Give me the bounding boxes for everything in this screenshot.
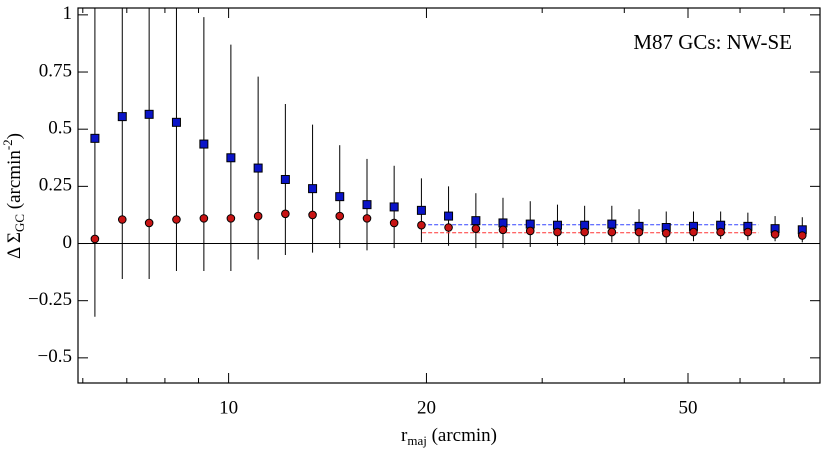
square-marker — [90, 133, 100, 143]
circle-marker — [117, 215, 127, 224]
square-marker — [416, 205, 426, 215]
y-tick-label: 0.25 — [39, 175, 72, 196]
x-label-part: (arcmin) — [427, 425, 497, 446]
x-label-sub: maj — [407, 433, 427, 448]
square-marker — [607, 219, 617, 229]
circle-marker — [607, 227, 617, 237]
circle-marker — [498, 225, 508, 235]
chart-title: M87 GCs: NW-SE — [633, 30, 792, 54]
square-marker — [335, 192, 345, 202]
circle-marker — [471, 224, 481, 233]
square-marker — [471, 216, 481, 226]
y-label-sub: GC — [12, 214, 27, 232]
y-tick-label: 1 — [63, 3, 73, 24]
y-tick-label: −0.5 — [38, 346, 72, 367]
circle-marker — [362, 214, 372, 223]
circle-marker — [172, 215, 181, 224]
x-axis-label: rmaj (arcmin) — [401, 425, 497, 448]
circle-marker — [634, 227, 644, 237]
circle-marker — [716, 227, 725, 237]
square-marker — [389, 202, 399, 212]
circle-marker — [281, 209, 290, 219]
y-tick-label: −0.25 — [28, 289, 72, 310]
circle-marker — [144, 218, 154, 228]
plot-area — [90, 8, 807, 317]
circle-marker — [199, 214, 209, 223]
square-marker — [362, 200, 372, 210]
circle-marker — [689, 227, 698, 237]
circle-marker — [553, 227, 562, 237]
x-tick-label: 10 — [219, 397, 238, 418]
y-tick-label: 0.5 — [48, 118, 72, 139]
y-tick-label: 0.75 — [39, 60, 72, 81]
y-tick-label: 0 — [63, 232, 73, 253]
square-marker — [280, 174, 290, 184]
circle-marker — [226, 214, 236, 223]
circle-marker — [253, 211, 263, 221]
y-label-part: ) — [4, 133, 25, 139]
circle-marker — [90, 234, 100, 244]
square-marker — [171, 117, 181, 127]
square-marker — [226, 153, 236, 163]
square-marker — [308, 184, 318, 194]
x-tick-label: 50 — [678, 397, 697, 418]
circle-marker — [444, 223, 453, 232]
circle-marker — [308, 210, 317, 220]
y-axis-label: Δ ΣGC (arcmin-2) — [0, 133, 27, 259]
square-marker — [117, 112, 127, 122]
y-label-part: (arcmin — [4, 150, 25, 214]
square-marker — [144, 109, 154, 119]
circle-marker — [417, 220, 426, 230]
circle-marker — [661, 228, 671, 238]
circle-marker — [743, 227, 753, 237]
circle-marker — [335, 211, 345, 221]
circle-marker — [797, 231, 807, 240]
y-label-sup: -2 — [0, 139, 15, 150]
circle-marker — [580, 227, 589, 237]
x-tick-label: 20 — [417, 397, 436, 418]
circle-marker — [770, 230, 780, 239]
circle-marker — [525, 226, 535, 236]
circle-marker — [389, 218, 399, 228]
square-marker — [253, 163, 263, 173]
square-marker — [444, 211, 454, 221]
x-label-part: r — [401, 425, 408, 446]
square-marker — [199, 139, 209, 149]
y-label-part: Δ Σ — [4, 232, 25, 259]
plot-frame — [77, 7, 821, 384]
